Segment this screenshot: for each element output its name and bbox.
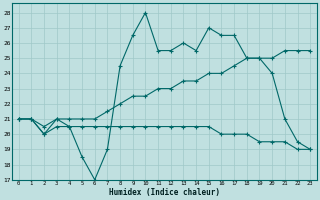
X-axis label: Humidex (Indice chaleur): Humidex (Indice chaleur) (109, 188, 220, 197)
